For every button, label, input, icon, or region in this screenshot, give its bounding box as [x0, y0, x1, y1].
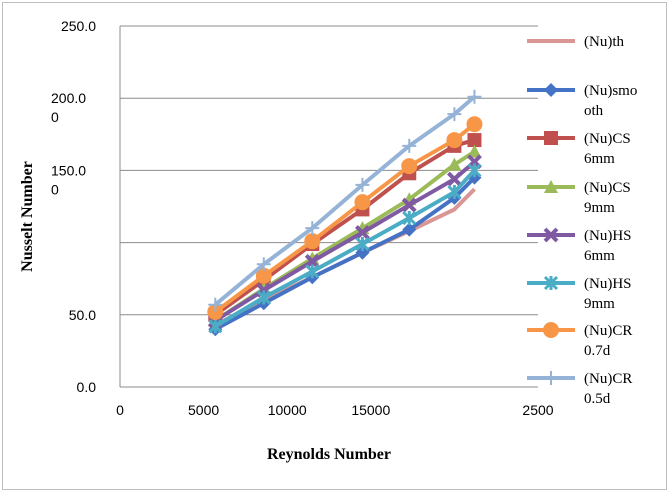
legend-label-line: oth: [584, 103, 604, 119]
legend-marker: [544, 83, 558, 97]
legend-marker: [544, 131, 558, 145]
x-tick-label: 2500: [522, 402, 553, 418]
legend-label-line: (Nu)CR: [584, 323, 632, 339]
y-tick-label: 0.0: [77, 379, 97, 395]
x-tick-label: 0: [116, 402, 124, 418]
x-tick-label: 15000: [351, 402, 390, 418]
legend-label: (Nu)CR 0.7d: [584, 323, 632, 359]
legend-marker: [544, 371, 558, 385]
legend-label-line: (Nu)CS: [584, 131, 631, 147]
legend-label-line: (Nu)smo: [584, 83, 637, 99]
legend-label-line: 0.7d: [584, 343, 611, 359]
x-axis-title: Reynolds Number: [267, 446, 391, 463]
y-tick-label: 50.0: [69, 307, 96, 323]
legend-label-line: (Nu)th: [584, 34, 624, 50]
data-point: [356, 237, 368, 251]
legend-label: (Nu)CS 9mm: [584, 180, 631, 216]
legend-label: (Nu)smo oth: [584, 83, 637, 119]
legend-label: (Nu)th: [584, 34, 624, 50]
y-tick-label-line: 0.0: [77, 379, 97, 395]
y-tick-label-line: 200.0: [51, 90, 86, 106]
data-point: [448, 173, 460, 185]
data-point: [403, 211, 415, 225]
legend-label-line: (Nu)CS: [584, 180, 631, 196]
y-tick-label-line: 0: [51, 181, 59, 197]
series-line-6: [215, 170, 474, 326]
data-point: [466, 116, 482, 132]
y-tick-label-line: 150.0: [51, 162, 86, 178]
x-tick-label: 5000: [188, 402, 219, 418]
legend-label-line: 6mm: [584, 151, 615, 167]
y-tick-label: 150.0 0: [51, 162, 86, 197]
data-point: [304, 233, 320, 249]
legend-label-line: 6mm: [584, 248, 615, 264]
legend-label-line: 9mm: [584, 296, 615, 312]
legend-label-line: (Nu)HS: [584, 228, 632, 244]
legend-label: (Nu)CS 6mm: [584, 131, 631, 167]
series-line-3: [215, 140, 474, 315]
y-tick-label: 250.0: [61, 18, 96, 34]
legend-label-line: (Nu)HS: [584, 276, 632, 292]
legend-label-line: 0.5d: [584, 391, 611, 407]
legend-label: (Nu)CR 0.5d: [584, 371, 632, 407]
data-point: [354, 194, 370, 210]
legend-label: (Nu)HS 6mm: [584, 228, 632, 264]
y-axis-title: Nusselt Number: [19, 161, 36, 272]
legend-label-line: (Nu)CR: [584, 371, 632, 387]
legend-marker: [543, 322, 559, 338]
data-point: [446, 132, 462, 148]
legend-label-line: 9mm: [584, 200, 615, 216]
series-line-5: [215, 162, 474, 321]
y-tick-label-line: 0: [51, 109, 59, 125]
x-tick-label: 10000: [268, 402, 307, 418]
y-tick-label: 200.0 0: [51, 90, 86, 125]
y-tick-label-line: 250.0: [61, 18, 96, 34]
legend-label: (Nu)HS 9mm: [584, 276, 632, 312]
data-point: [401, 158, 417, 174]
y-tick-label-line: 50.0: [69, 307, 96, 323]
